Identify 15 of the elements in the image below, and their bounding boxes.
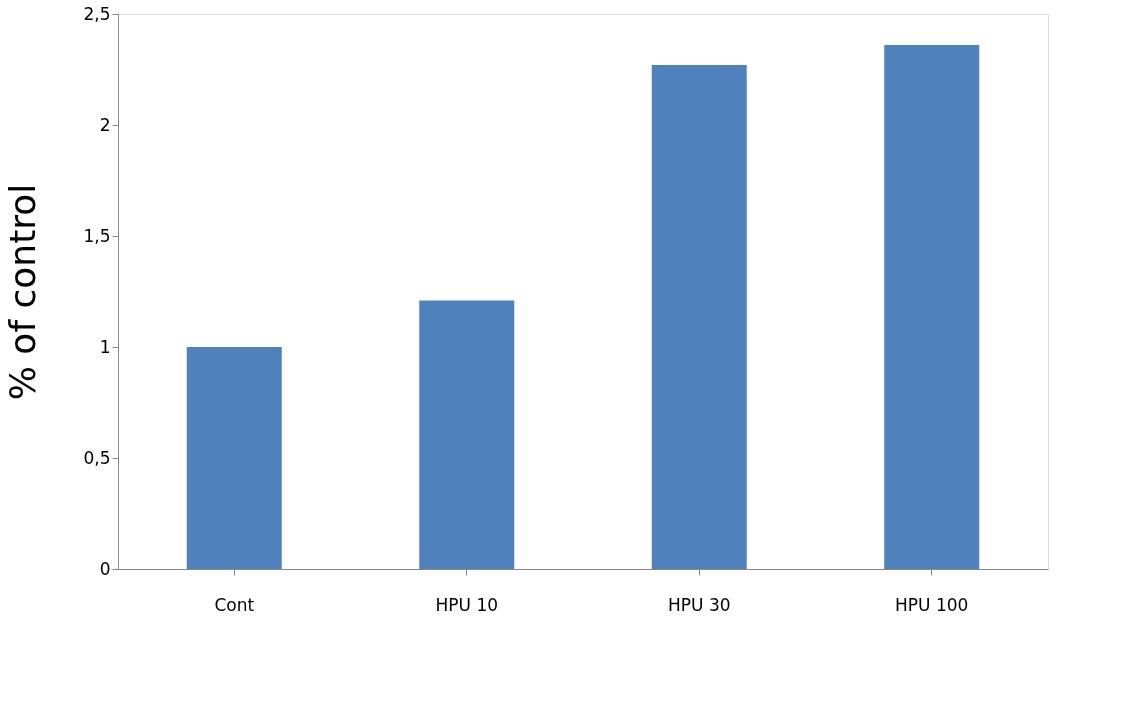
y-tick-label: 1,5 [83,225,111,246]
bar [186,347,282,569]
y-tick-label: 2,5 [83,3,111,24]
bar [651,65,747,569]
x-tick-label: Cont [214,594,255,615]
y-tick-label: 0,5 [83,447,111,468]
x-tick-label: HPU 30 [667,594,731,615]
x-tick-label: HPU 100 [895,594,969,615]
y-tick-label: 0 [99,558,111,579]
bar [419,300,515,569]
bar [884,45,980,569]
x-tick-label: HPU 10 [435,594,499,615]
y-axis-title: % of control [2,183,44,401]
y-tick-label: 1 [99,336,111,357]
y-tick-label: 2 [99,114,111,135]
